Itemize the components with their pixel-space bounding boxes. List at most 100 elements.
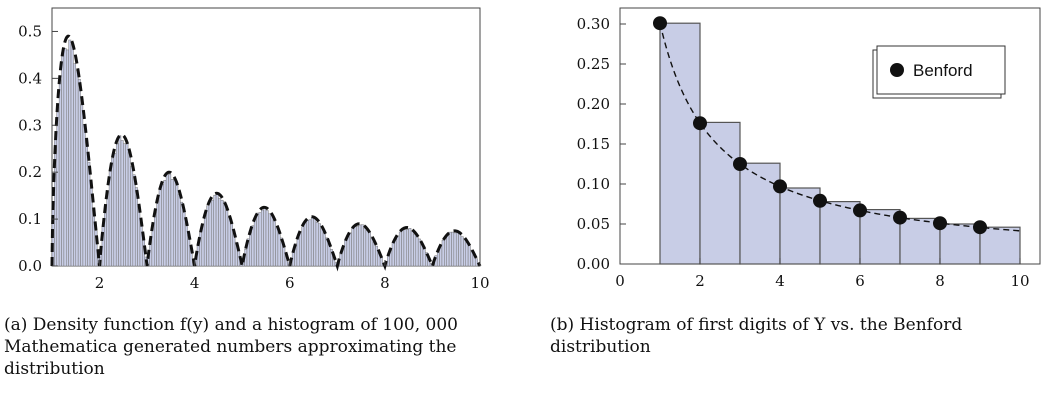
histogram-bar [270, 214, 274, 267]
histogram-bar [156, 199, 160, 267]
histogram-bar [263, 207, 267, 267]
x-tick-label-a: 8 [380, 274, 390, 292]
y-tick-label-b: 0.20 [577, 95, 610, 113]
histogram-bar [125, 142, 129, 267]
histogram-bar [215, 193, 219, 267]
histogram-bar [353, 225, 357, 267]
histogram-bar [139, 221, 143, 267]
histogram-bar [73, 63, 77, 267]
histogram-bar [277, 231, 281, 267]
x-tick-label-a: 6 [285, 274, 295, 292]
histogram-bar [739, 162, 781, 265]
histogram-bar [318, 223, 321, 267]
benford-curve [659, 23, 1021, 232]
histogram-bar [120, 140, 124, 267]
histogram-bar [134, 187, 138, 267]
histogram-bar [939, 223, 981, 265]
histogram-bar [372, 241, 376, 267]
y-tick-label-a: 0.2 [18, 163, 42, 181]
histogram-bar [111, 157, 115, 267]
histogram-bar [54, 139, 58, 267]
histogram-bar [455, 231, 459, 267]
x-tick-label-b: 8 [935, 272, 945, 290]
histogram-bar [415, 235, 419, 267]
y-tick-label-b: 0.15 [577, 135, 610, 153]
histogram-bar [320, 226, 324, 267]
chart-panel-b: 0 2 4 6 8 10 0.00 0.05 0.10 0.15 0.20 0.25 0.30 Benfo… [540, 0, 1059, 400]
y-tick-label-b: 0.00 [577, 255, 610, 273]
benford-point [693, 116, 707, 131]
histogram-bar [127, 152, 131, 267]
histogram-bar [61, 52, 65, 267]
histogram-bar [448, 231, 452, 267]
x-tick-label-b: 10 [1010, 272, 1029, 290]
y-tick-label-a: 0.5 [18, 22, 42, 40]
histogram-bar [68, 39, 72, 267]
histogram-bar [184, 222, 188, 267]
histogram-bar [203, 215, 207, 267]
x-tick-label-b: 2 [695, 272, 705, 290]
histogram-bar [75, 70, 79, 267]
density-chart: 2 4 6 8 10 0.0 0.1 0.2 0.3 0.4 0.5 [18, 7, 490, 292]
histogram-bar [379, 257, 383, 267]
histogram-bar [444, 237, 447, 267]
x-tick-label-b: 4 [775, 272, 785, 290]
histogram-bar [58, 79, 62, 267]
x-tick-label-b: 6 [855, 272, 865, 290]
histogram-bar [87, 161, 91, 267]
histogram-bar [351, 227, 355, 267]
histogram-bar [301, 226, 305, 267]
histogram-bar [453, 232, 457, 267]
histogram-bar [163, 179, 167, 267]
caption-a-text: (a) Density function f(y) and a histogra… [4, 315, 458, 379]
histogram-bar [208, 201, 212, 267]
histogram-bar [348, 232, 352, 267]
histogram-bar [979, 226, 1021, 265]
histogram-bar [180, 201, 184, 267]
histogram-bar [218, 198, 222, 267]
histogram-bar [396, 235, 400, 267]
histogram-bar [265, 210, 269, 267]
histogram-bar [467, 245, 471, 267]
histogram-bar [206, 205, 210, 267]
y-tick-label-a: 0.4 [18, 69, 42, 87]
y-tick-label-b: 0.05 [577, 215, 610, 233]
histogram-bar [137, 206, 141, 267]
histogram-bar [123, 143, 126, 267]
caption-b-text: (b) Histogram of first digits of Y vs. t… [550, 315, 963, 357]
benford-point [973, 220, 987, 235]
histogram-bar [303, 220, 307, 267]
histogram-bar [253, 217, 257, 267]
histogram-bar [222, 201, 226, 267]
histogram-bar [82, 124, 86, 267]
histogram-bar [367, 231, 371, 267]
histogram-bar [66, 49, 69, 267]
benford-point [653, 16, 667, 31]
histogram-bar [310, 216, 314, 267]
density-curve [50, 34, 482, 272]
histogram-bar [360, 224, 364, 267]
benford-chart: 0 2 4 6 8 10 0.00 0.05 0.10 0.15 0.20 0.25 0.30 Benfo… [577, 7, 1041, 290]
histogram-bar [458, 232, 462, 267]
histogram-bar [282, 246, 286, 267]
histogram-bar [401, 228, 405, 267]
histogram-bar [370, 236, 374, 267]
y-tick-label-b: 0.30 [577, 15, 610, 33]
histogram-bar [63, 48, 67, 267]
histogram-bar [132, 174, 136, 267]
histogram-bar [70, 44, 74, 267]
histogram-bar [441, 240, 445, 267]
histogram-bar [460, 236, 464, 267]
histogram-bar [251, 225, 255, 267]
legend-marker [890, 63, 904, 77]
caption-b: (b) Histogram of first digits of Y vs. t… [550, 314, 1050, 358]
histogram-bar [260, 209, 264, 267]
histogram-bar [161, 184, 165, 267]
x-tick-label-a: 4 [190, 274, 200, 292]
histogram-bar [173, 179, 176, 267]
histogram-bar [313, 218, 317, 267]
histogram-bar [403, 229, 407, 267]
legend-b: Benford [872, 45, 1006, 99]
histogram-bar [446, 235, 450, 267]
histogram-bar [408, 228, 412, 267]
